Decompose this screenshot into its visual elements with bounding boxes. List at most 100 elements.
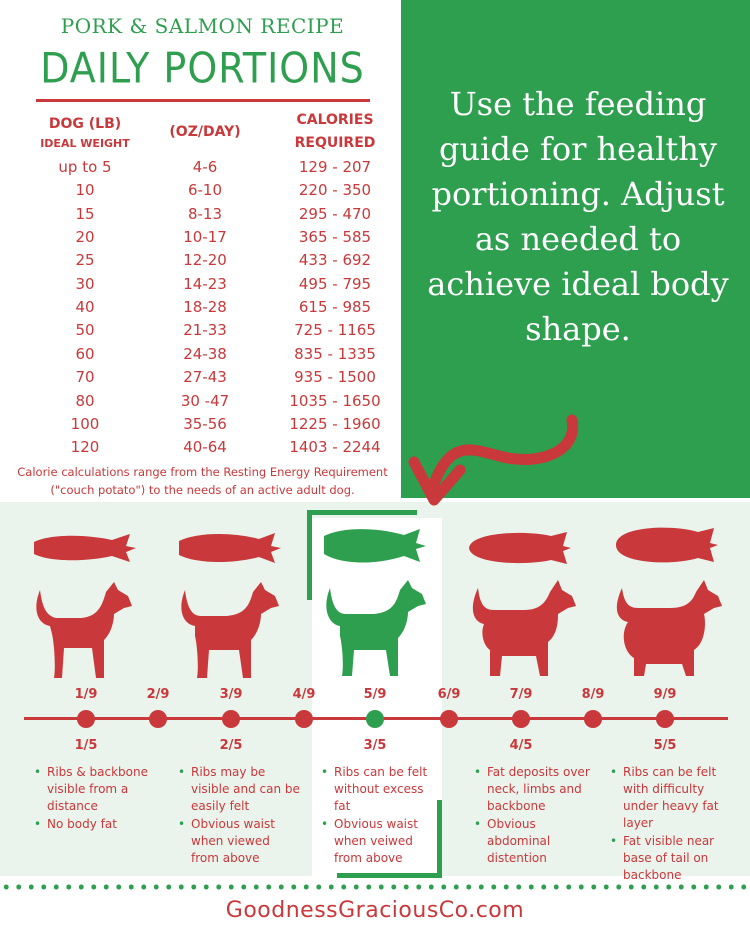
dog-top-view-icon-4	[469, 532, 571, 564]
oz-cell: 21-33	[183, 321, 227, 340]
nine-point-label: 9/9	[653, 687, 677, 702]
weight-cell: 120	[70, 438, 100, 457]
page-title: DAILY PORTIONS	[40, 43, 365, 93]
description-bullet: Fat deposits over neck, limbs and backbo…	[474, 764, 594, 815]
five-point-label: 3/5	[363, 738, 387, 753]
oz-cell: 35-56	[183, 414, 227, 433]
calories-cell: 935 - 1500	[294, 368, 376, 387]
oz-cell: 10-17	[183, 228, 227, 247]
nine-point-label: 1/9	[74, 687, 98, 702]
dog-side-view-icon-5	[616, 580, 722, 676]
five-point-label: 4/5	[509, 738, 533, 753]
calories-cell: 835 - 1335	[294, 344, 376, 363]
oz-cell: 6-10	[187, 181, 223, 200]
oz-cell: 4-6	[192, 158, 218, 176]
oz-cell: 40-64	[183, 438, 227, 457]
calories-cell: 725 - 1165	[294, 321, 376, 340]
dog-side-view-icon-1	[36, 582, 132, 678]
dog-top-view-icon-5	[616, 527, 718, 563]
nine-point-label: 7/9	[509, 687, 533, 702]
description-bullet: Fat visible near base of tail on backbon…	[610, 833, 732, 884]
weight-cell: 100	[70, 414, 100, 433]
scale-dot	[222, 710, 240, 728]
callout-box	[401, 0, 750, 498]
scale-dot	[77, 710, 95, 728]
calories-cell: 295 - 470	[298, 204, 372, 223]
description-bullet: Ribs can be felt without excess fat	[321, 764, 441, 815]
bracket-top-side	[307, 510, 312, 600]
calories-cell: 220 - 350	[298, 181, 372, 200]
weight-cell: 80	[75, 391, 95, 410]
calories-header: CALORIES	[296, 112, 374, 128]
weight-cell: 50	[75, 321, 95, 340]
description-bullet: Ribs & backbone visible from a distance	[34, 764, 154, 815]
dog-top-view-icon-2	[179, 533, 281, 563]
five-point-label: 1/5	[74, 738, 98, 753]
dog-side-view-icon-4	[472, 580, 576, 676]
oz-cell: 18-28	[183, 298, 227, 317]
calories-cell: 129 - 207	[298, 158, 372, 176]
bracket-bottom	[337, 873, 442, 878]
weight-cell: 60	[75, 344, 95, 363]
description-bullet: Ribs may be visible and can be easily fe…	[178, 764, 300, 815]
scale-dot	[295, 710, 313, 728]
website-footer: GoodnessGraciousCo.com	[225, 898, 525, 923]
description-bullet: Obvious waist when viewed from above	[178, 816, 300, 867]
description-bullet: No body fat	[34, 816, 154, 833]
calories-cell: 1225 - 1960	[289, 414, 381, 433]
nine-point-label: 6/9	[437, 687, 461, 702]
title-divider	[36, 99, 370, 102]
weight-cell: 25	[75, 251, 95, 270]
condition-description: Ribs can be felt without excess fatObvio…	[321, 764, 441, 868]
curved-arrow-icon	[408, 414, 579, 506]
weight-cell: 10	[75, 181, 95, 200]
oz-header: (OZ/DAY)	[169, 124, 241, 140]
dog-top-view-icon-1	[34, 534, 136, 562]
calorie-note: Calorie calculations range from the Rest…	[17, 465, 388, 497]
weight-cell: 40	[75, 298, 95, 317]
scale-dot	[149, 710, 167, 728]
calories-cell: 1403 - 2244	[289, 438, 381, 457]
five-point-label: 5/5	[653, 738, 677, 753]
nine-point-label: 3/9	[219, 687, 243, 702]
weight-cell: up to 5	[58, 158, 112, 176]
description-bullet: Obvious abdominal distention	[474, 816, 594, 867]
calories-cell: 433 - 692	[298, 251, 372, 270]
description-bullet: Ribs can be felt with difficulty under h…	[610, 764, 732, 832]
nine-point-label: 2/9	[146, 687, 170, 702]
description-bullet: Obvious waist when veiwed from above	[321, 816, 441, 867]
oz-cell: 30 -47	[180, 391, 230, 410]
nine-point-label: 5/9	[363, 687, 387, 702]
weight-cell: 30	[75, 274, 95, 293]
oz-cell: 27-43	[183, 368, 227, 387]
calories-cell: 1035 - 1650	[289, 391, 381, 410]
dog-side-view-icon-2	[181, 582, 279, 678]
scale-dot	[440, 710, 458, 728]
calories-cell: 495 - 795	[298, 274, 372, 293]
scale-dot	[584, 710, 602, 728]
dog-side-view-icon-3	[326, 580, 426, 676]
oz-cell: 8-13	[187, 204, 223, 223]
weight-cell: 15	[75, 204, 95, 223]
weight-cell: 20	[75, 228, 95, 247]
scale-dot	[512, 710, 530, 728]
callout-text: Use the feeding guide for healthy portio…	[427, 85, 729, 348]
condition-description: Fat deposits over neck, limbs and backbo…	[474, 764, 594, 868]
bracket-top	[307, 510, 417, 515]
nine-point-label: 8/9	[581, 687, 605, 702]
calories-cell: 365 - 585	[298, 228, 372, 247]
condition-description: Ribs can be felt with difficulty under h…	[610, 764, 732, 885]
scale-dot	[366, 710, 384, 728]
ideal-weight-header: IDEAL WEIGHT	[40, 137, 130, 150]
dog-top-view-icon-3	[324, 529, 426, 563]
weight-cell: 70	[75, 368, 95, 387]
calories-cell: 615 - 985	[298, 298, 372, 317]
condition-description: Ribs may be visible and can be easily fe…	[178, 764, 300, 868]
nine-point-label: 4/9	[292, 687, 316, 702]
required-header: REQUIRED	[294, 135, 376, 151]
scale-dot	[656, 710, 674, 728]
recipe-subtitle: PORK & SALMON RECIPE	[60, 14, 345, 38]
oz-cell: 14-23	[183, 274, 227, 293]
oz-cell: 12-20	[183, 251, 227, 270]
oz-cell: 24-38	[183, 344, 227, 363]
